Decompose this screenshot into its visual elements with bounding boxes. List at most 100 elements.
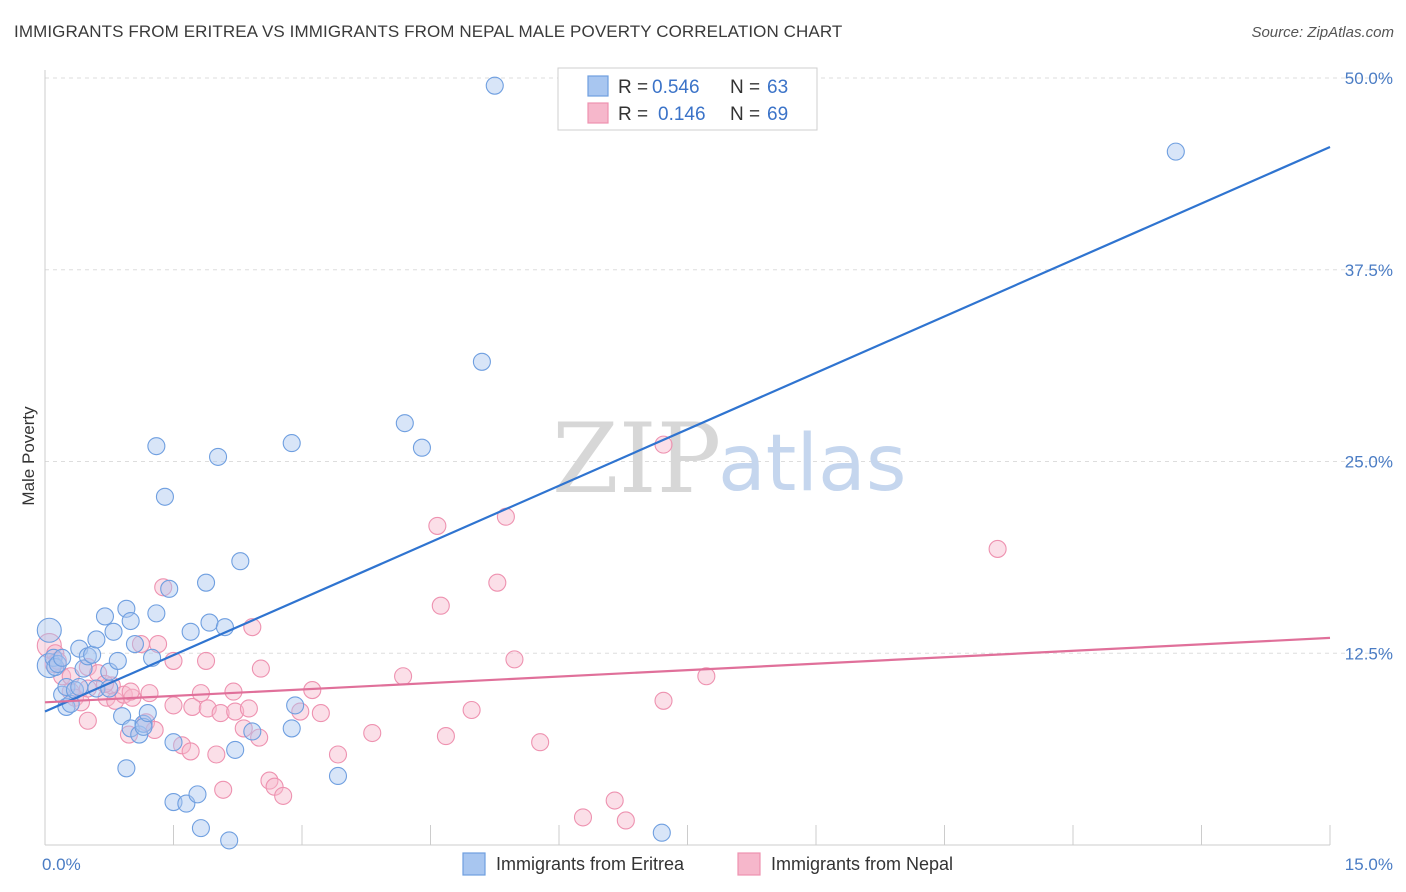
nepal-point-52 (462, 700, 481, 720)
eritrea-point-61 (1166, 142, 1185, 161)
legend-swatch-nepal (587, 102, 609, 124)
nepal-point-59 (616, 811, 635, 830)
y-tick-label-2: 37.5% (1345, 261, 1393, 280)
trend-layer (44, 146, 1331, 713)
bottom-legend-swatch-nepal (737, 852, 761, 876)
nepal-point-47 (363, 723, 382, 743)
eritrea-point-54 (286, 696, 305, 715)
x-tick-label-1: 15.0% (1345, 855, 1393, 874)
nepal-point-24 (164, 696, 183, 715)
nepal-point-63 (988, 539, 1007, 558)
legend-eritrea-n-label: N = (730, 77, 760, 98)
eritrea-point-15 (83, 645, 102, 664)
nepal-point-53 (488, 573, 507, 592)
x-tick-label-0: 0.0% (42, 855, 81, 874)
nepal-point-51 (436, 727, 455, 746)
eritrea-point-51 (243, 722, 262, 741)
nepal-point-39 (251, 659, 270, 678)
tick-labels: 12.5% 25.0% 37.5% 50.0% 0.0% 15.0% (42, 69, 1393, 874)
axis-layer (44, 70, 1331, 846)
eritrea-point-27 (121, 611, 140, 631)
nepal-point-19 (140, 684, 159, 703)
legend-nepal-n-label: N = (730, 104, 760, 125)
eritrea-point-55 (328, 766, 348, 786)
eritrea-point-60 (652, 823, 671, 842)
eritrea-point-52 (282, 719, 301, 738)
eritrea-point-24 (117, 759, 136, 778)
legend-nepal-r-label: R = (618, 104, 648, 125)
eritrea-trend-line (44, 146, 1331, 713)
legend-eritrea-r-label: R = (618, 77, 648, 98)
nepal-point-42 (274, 786, 293, 805)
nepal-point-61 (654, 691, 673, 710)
bottom-legend-label-nepal: Immigrants from Nepal (771, 854, 953, 874)
nepal-trend-line (44, 636, 1331, 704)
nepal-point-31 (207, 745, 226, 764)
nepal-point-58 (605, 791, 624, 810)
nepal-point-37 (239, 699, 258, 718)
nepal-point-45 (311, 704, 330, 723)
y-tick-label-1: 25.0% (1345, 453, 1393, 472)
nepal-point-55 (505, 650, 524, 669)
nepal-point-22 (154, 578, 173, 597)
nepal-point-32 (211, 704, 230, 723)
nepal-point-29 (197, 651, 216, 670)
legend-swatch-eritrea (587, 75, 609, 97)
eritrea-point-28 (125, 634, 144, 654)
bottom-legend: Immigrants from Eritrea Immigrants from … (462, 852, 953, 876)
eritrea-point-0 (36, 617, 62, 643)
nepal-point-46 (328, 745, 348, 764)
nepal-point-66 (121, 682, 140, 701)
watermark-atlas: atlas (718, 419, 907, 509)
nepal-point-27 (183, 697, 202, 716)
legend-nepal-r-value: 0.146 (658, 104, 706, 125)
y-axis-label: Male Poverty (19, 406, 38, 506)
eritrea-point-16 (87, 630, 106, 649)
legend: R = 0.546 N = 63 R = 0.146 N = 69 (557, 67, 818, 131)
eritrea-point-58 (472, 352, 491, 371)
eritrea-point-6 (53, 648, 72, 667)
watermark-zip: ZIP (552, 403, 721, 515)
nepal-point-62 (697, 667, 716, 686)
eritrea-point-57 (412, 438, 431, 457)
y-tick-label-0: 12.5% (1345, 644, 1393, 663)
nepal-point-67 (250, 728, 269, 747)
eritrea-point-46 (208, 447, 228, 466)
eritrea-point-31 (134, 717, 153, 736)
legend-eritrea-r-value: 0.546 (652, 77, 700, 98)
eritrea-point-3 (46, 658, 65, 677)
nepal-point-26 (181, 742, 200, 761)
eritrea-point-48 (220, 831, 239, 850)
eritrea-point-38 (164, 733, 183, 752)
nepal-point-33 (214, 780, 233, 799)
nepal-point-0 (36, 633, 62, 659)
bottom-legend-label-eritrea: Immigrants from Eritrea (496, 854, 685, 874)
series-eritrea-points (36, 76, 1185, 850)
eritrea-point-21 (104, 622, 123, 641)
eritrea-point-41 (181, 622, 200, 641)
nepal-point-57 (573, 808, 593, 827)
nepal-point-56 (531, 733, 550, 752)
eritrea-point-35 (147, 437, 166, 456)
eritrea-point-45 (200, 613, 219, 632)
nepal-point-9 (78, 711, 97, 730)
eritrea-point-50 (231, 552, 250, 571)
chart-source: Source: ZipAtlas.com (1251, 24, 1394, 41)
chart-title: IMMIGRANTS FROM ERITREA VS IMMIGRANTS FR… (14, 22, 843, 41)
bottom-legend-swatch-eritrea (462, 852, 486, 876)
eritrea-point-56 (395, 414, 414, 433)
y-tick-label-3: 50.0% (1345, 69, 1393, 88)
eritrea-point-53 (282, 434, 301, 453)
eritrea-point-22 (108, 651, 127, 670)
eritrea-point-37 (160, 579, 179, 598)
nepal-point-49 (428, 516, 447, 535)
eritrea-point-34 (147, 604, 166, 623)
eritrea-point-23 (113, 707, 132, 726)
nepal-point-35 (226, 702, 245, 721)
nepal-point-48 (394, 667, 413, 686)
watermark: ZIP atlas (552, 403, 907, 515)
eritrea-point-36 (155, 487, 174, 506)
legend-nepal-n-value: 69 (767, 104, 788, 125)
eritrea-point-49 (226, 740, 245, 759)
